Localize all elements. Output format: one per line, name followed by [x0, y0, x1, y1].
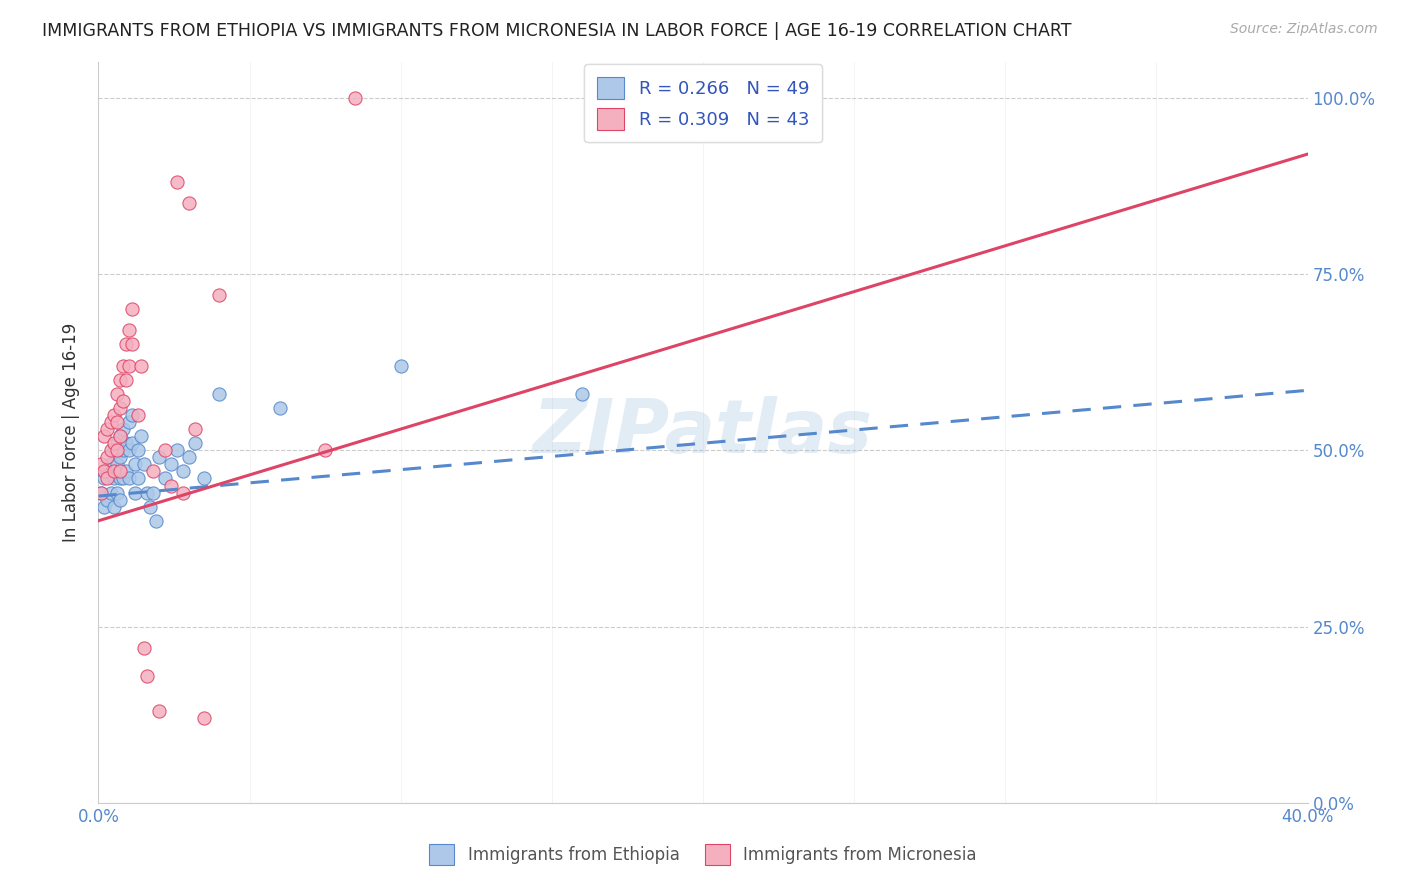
Point: [118, 471, 141, 485]
Point: [148, 704, 170, 718]
Point: [129, 429, 152, 443]
Point: [184, 422, 207, 436]
Point: [105, 387, 128, 401]
Point: [105, 443, 128, 458]
Point: [193, 471, 215, 485]
Point: [108, 373, 131, 387]
Point: [124, 485, 146, 500]
Point: [114, 373, 136, 387]
Point: [105, 415, 128, 429]
Point: [269, 401, 291, 415]
Point: [118, 359, 141, 373]
Point: [108, 450, 131, 465]
Point: [96, 492, 118, 507]
Point: [153, 443, 176, 458]
Point: [135, 485, 157, 500]
Point: [142, 464, 165, 478]
Point: [108, 464, 131, 478]
Point: [121, 408, 143, 422]
Point: [145, 514, 167, 528]
Point: [96, 450, 118, 465]
Point: [96, 471, 118, 485]
Point: [124, 458, 146, 472]
Point: [132, 640, 155, 655]
Point: [193, 711, 215, 725]
Point: [148, 450, 170, 465]
Point: [111, 393, 134, 408]
Point: [105, 436, 128, 450]
Legend: R = 0.266   N = 49, R = 0.309   N = 43: R = 0.266 N = 49, R = 0.309 N = 43: [585, 64, 821, 143]
Point: [208, 387, 231, 401]
Point: [108, 492, 131, 507]
Point: [90, 485, 112, 500]
Point: [114, 337, 136, 351]
Point: [114, 464, 136, 478]
Point: [132, 458, 155, 472]
Point: [105, 485, 128, 500]
Point: [571, 387, 593, 401]
Point: [127, 443, 149, 458]
Point: [108, 471, 131, 485]
Point: [100, 415, 122, 429]
Point: [108, 429, 131, 443]
Point: [166, 443, 188, 458]
Y-axis label: In Labor Force | Age 16-19: In Labor Force | Age 16-19: [62, 323, 80, 542]
Point: [103, 408, 125, 422]
Point: [389, 359, 412, 373]
Point: [142, 485, 165, 500]
Point: [121, 337, 143, 351]
Point: [103, 443, 125, 458]
Point: [93, 500, 115, 514]
Point: [135, 669, 157, 683]
Point: [111, 359, 134, 373]
Point: [172, 464, 194, 478]
Point: [100, 458, 122, 472]
Point: [127, 471, 149, 485]
Point: [96, 422, 118, 436]
Point: [111, 443, 134, 458]
Point: [208, 288, 231, 302]
Point: [108, 401, 131, 415]
Point: [103, 464, 125, 478]
Point: [108, 429, 131, 443]
Point: [103, 500, 125, 514]
Point: [121, 302, 143, 317]
Point: [127, 408, 149, 422]
Point: [121, 436, 143, 450]
Point: [184, 436, 207, 450]
Point: [179, 196, 201, 211]
Legend: Immigrants from Ethiopia, Immigrants from Micronesia: Immigrants from Ethiopia, Immigrants fro…: [419, 834, 987, 875]
Point: [344, 91, 367, 105]
Point: [90, 485, 112, 500]
Point: [100, 485, 122, 500]
Point: [114, 436, 136, 450]
Point: [160, 478, 183, 492]
Point: [111, 471, 134, 485]
Point: [172, 485, 194, 500]
Point: [93, 464, 115, 478]
Point: [111, 422, 134, 436]
Point: [103, 436, 125, 450]
Text: IMMIGRANTS FROM ETHIOPIA VS IMMIGRANTS FROM MICRONESIA IN LABOR FORCE | AGE 16-1: IMMIGRANTS FROM ETHIOPIA VS IMMIGRANTS F…: [42, 22, 1071, 40]
Point: [93, 471, 115, 485]
Point: [90, 458, 112, 472]
Point: [100, 443, 122, 458]
Point: [96, 464, 118, 478]
Point: [314, 443, 336, 458]
Text: ZIPatlas: ZIPatlas: [533, 396, 873, 469]
Point: [153, 471, 176, 485]
Point: [179, 450, 201, 465]
Text: Source: ZipAtlas.com: Source: ZipAtlas.com: [1230, 22, 1378, 37]
Point: [93, 429, 115, 443]
Point: [139, 500, 162, 514]
Point: [118, 443, 141, 458]
Point: [166, 175, 188, 189]
Point: [160, 458, 183, 472]
Point: [103, 471, 125, 485]
Point: [118, 323, 141, 337]
Point: [129, 359, 152, 373]
Point: [118, 415, 141, 429]
Point: [105, 458, 128, 472]
